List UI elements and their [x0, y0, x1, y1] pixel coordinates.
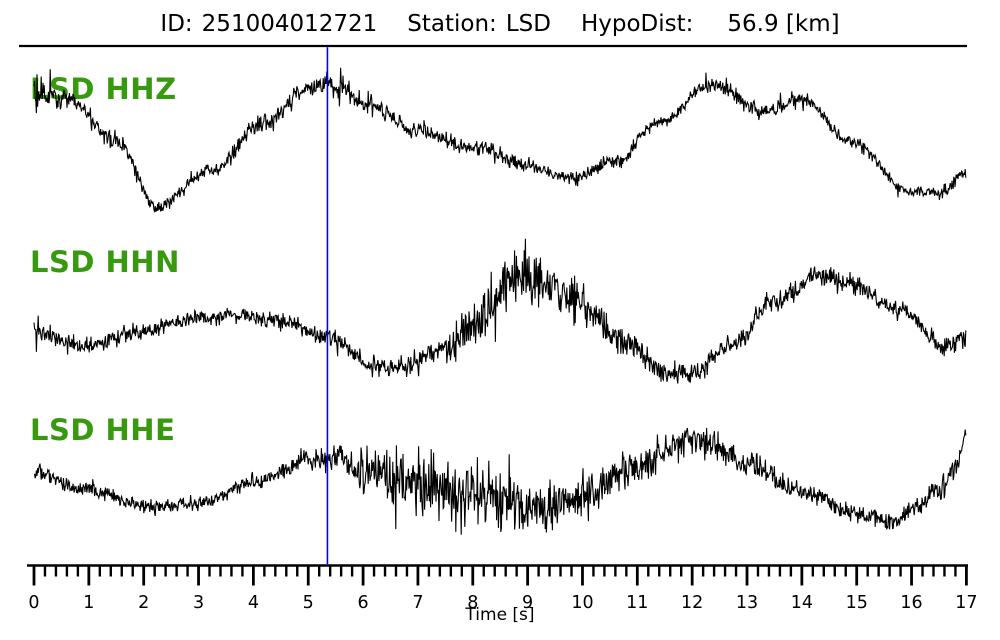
- x-tick-label: 0: [28, 593, 39, 613]
- x-tick-label: 6: [358, 593, 369, 613]
- trace-hhe: [33, 427, 967, 535]
- x-tick-label: 8: [467, 593, 478, 613]
- event-id-label: ID:: [160, 11, 193, 37]
- x-tick-label: 11: [626, 593, 648, 613]
- x-tick-label: 10: [571, 593, 593, 613]
- hypodist-label: HypoDist:: [580, 11, 694, 37]
- x-tick-label: 7: [412, 593, 423, 613]
- station-value: LSD: [505, 11, 551, 37]
- figure-title: ID: 251004012721 Station: LSD HypoDist: …: [0, 11, 1000, 39]
- hypodist-value: 56.9 [km]: [727, 11, 840, 37]
- channel-label-hhz: LSD HHZ: [30, 72, 177, 106]
- event-id-value: 251004012721: [201, 11, 378, 37]
- station-field: Station: LSD: [407, 11, 551, 39]
- x-axis-title: Time [s]: [465, 605, 535, 625]
- x-tick-label: 14: [791, 593, 813, 613]
- channel-label-hhn: LSD HHN: [30, 245, 180, 279]
- event-id-field: ID: 251004012721: [160, 11, 377, 39]
- x-tick-label: 15: [846, 593, 868, 613]
- trace-hhz: [33, 67, 967, 213]
- x-tick-label: 13: [736, 593, 758, 613]
- x-tick-label: 2: [138, 593, 149, 613]
- channel-label-hhe: LSD HHE: [30, 413, 176, 447]
- x-tick-label: 4: [248, 593, 259, 613]
- x-tick-label: 12: [681, 593, 703, 613]
- x-tick-label: 9: [522, 593, 533, 613]
- trace-hhn: [33, 238, 967, 384]
- x-tick-label: 5: [303, 593, 314, 613]
- x-tick-label: 16: [900, 593, 922, 613]
- x-tick-label: 1: [83, 593, 94, 613]
- station-label: Station:: [407, 11, 497, 37]
- x-tick-label: 3: [193, 593, 204, 613]
- hypodist-field: HypoDist: 56.9 [km]: [581, 11, 840, 39]
- x-tick-label: 17: [955, 593, 977, 613]
